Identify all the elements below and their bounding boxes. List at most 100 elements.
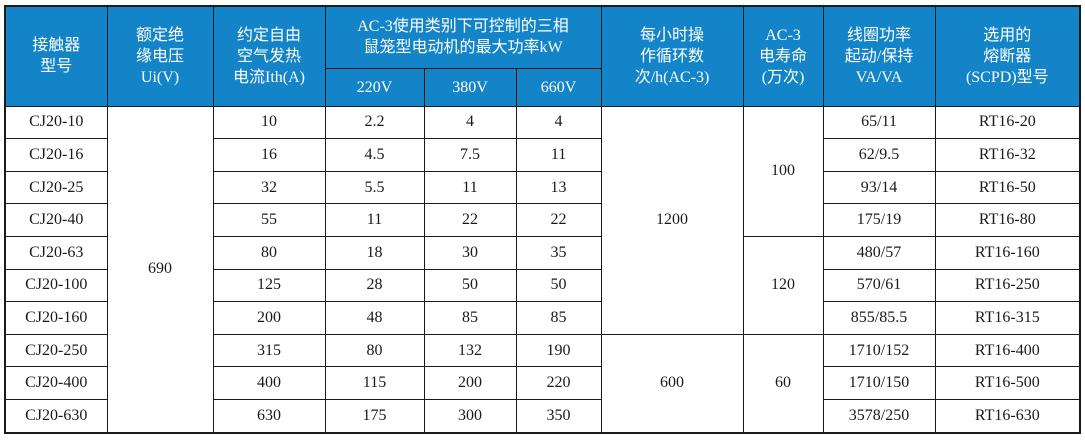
table-row: CJ20-25 32 5.5 11 13 93/14 RT16-50: [4, 170, 1081, 205]
cell-ith: 80: [212, 235, 326, 270]
cell-model: CJ20-25: [4, 170, 108, 205]
cell-fuse: RT16-80: [934, 203, 1081, 237]
header-cycles-per-hour: 每小时操 作循环数 次/h(AC-3): [600, 5, 744, 107]
cell-kw660: 50: [515, 268, 602, 303]
cell-fuse: RT16-50: [934, 170, 1081, 205]
cell-kw380: 22: [423, 203, 517, 237]
cell-kw660: 190: [515, 333, 602, 368]
cell-kw380: 11: [423, 170, 517, 205]
subheader-660v: 660V: [515, 67, 602, 107]
cell-fuse: RT16-630: [934, 398, 1081, 434]
cell-kw380: 30: [423, 235, 517, 270]
cell-coil: 480/57: [822, 235, 936, 270]
cell-kw660: 350: [515, 398, 602, 434]
cell-kw380: 50: [423, 268, 517, 303]
cell-model: CJ20-160: [4, 301, 108, 335]
cell-model: CJ20-250: [4, 333, 108, 368]
cell-coil: 175/19: [822, 203, 936, 237]
cell-kw220: 11: [324, 203, 425, 237]
cell-kw660: 85: [515, 301, 602, 335]
header-max-power-group: AC-3使用类别下可控制的三相 鼠笼型电动机的最大功率kW: [324, 5, 602, 69]
table-row: CJ20-630 630 175 300 350 3578/250 RT16-6…: [4, 398, 1081, 434]
cell-kw380: 200: [423, 366, 517, 400]
cell-kw380: 300: [423, 398, 517, 434]
cell-coil: 62/9.5: [822, 138, 936, 172]
cell-model: CJ20-400: [4, 366, 108, 400]
cell-kw660: 35: [515, 235, 602, 270]
cell-kw220: 175: [324, 398, 425, 434]
subheader-220v: 220V: [324, 67, 425, 107]
cell-coil: 570/61: [822, 268, 936, 303]
cell-kw380: 7.5: [423, 138, 517, 172]
cell-kw660: 4: [515, 105, 602, 140]
cell-ith: 630: [212, 398, 326, 434]
cell-coil: 1710/150: [822, 366, 936, 400]
contactor-spec-table: 接触器 型号 额定绝 缘电压 Ui(V) 约定自由 空气发热 电流Ith(A) …: [4, 5, 1082, 434]
header-coil-power: 线圈功率 起动/保持 VA/VA: [822, 5, 936, 107]
cell-kw660: 220: [515, 366, 602, 400]
cell-ith: 125: [212, 268, 326, 303]
cell-fuse: RT16-32: [934, 138, 1081, 172]
cell-kw660: 22: [515, 203, 602, 237]
table-row: CJ20-400 400 115 200 220 1710/150 RT16-5…: [4, 366, 1081, 400]
cell-model: CJ20-630: [4, 398, 108, 434]
cell-kw380: 132: [423, 333, 517, 368]
table-row: CJ20-100 125 28 50 50 570/61 RT16-250: [4, 268, 1081, 303]
cell-coil: 65/11: [822, 105, 936, 140]
cell-kw220: 4.5: [324, 138, 425, 172]
cell-kw220: 18: [324, 235, 425, 270]
cell-fuse: RT16-315: [934, 301, 1081, 335]
cell-fuse: RT16-20: [934, 105, 1081, 140]
header-model: 接触器 型号: [4, 5, 108, 107]
cell-ith: 200: [212, 301, 326, 335]
cell-kw380: 4: [423, 105, 517, 140]
cell-kw220: 2.2: [324, 105, 425, 140]
cell-model: CJ20-100: [4, 268, 108, 303]
table-row: CJ20-40 55 11 22 22 175/19 RT16-80: [4, 203, 1081, 237]
header-model-line2: 型号: [40, 58, 73, 76]
cell-ith: 32: [212, 170, 326, 205]
cell-cycles: 1200: [600, 105, 744, 335]
cell-kw660: 13: [515, 170, 602, 205]
table-row: CJ20-63 80 18 30 35 120 480/57 RT16-160: [4, 235, 1081, 335]
cell-fuse: RT16-250: [934, 268, 1081, 303]
header-thermal-current: 约定自由 空气发热 电流Ith(A): [212, 5, 326, 107]
cell-kw220: 5.5: [324, 170, 425, 205]
cell-coil: 93/14: [822, 170, 936, 205]
table-row: CJ20-250 315 80 132 190 600 60 1710/152 …: [4, 333, 1081, 434]
cell-ith: 315: [212, 333, 326, 368]
cell-life: 120: [742, 235, 824, 335]
cell-life: 100: [742, 105, 824, 237]
table-row: CJ20-10 690 10 2.2 4 4 1200 100 65/11 RT…: [4, 105, 1081, 434]
subheader-380v: 380V: [423, 67, 517, 107]
cell-kw220: 48: [324, 301, 425, 335]
cell-model: CJ20-16: [4, 138, 108, 172]
cell-life: 60: [742, 333, 824, 434]
cell-cycles: 600: [600, 333, 744, 434]
cell-model: CJ20-40: [4, 203, 108, 237]
cell-coil: 1710/152: [822, 333, 936, 368]
cell-fuse: RT16-500: [934, 366, 1081, 400]
cell-ith: 16: [212, 138, 326, 172]
cell-ith: 10: [212, 105, 326, 140]
header-fuse-model: 选用的 熔断器 (SCPD)型号: [934, 5, 1081, 107]
cell-ith: 55: [212, 203, 326, 237]
cell-coil: 855/85.5: [822, 301, 936, 335]
cell-model: CJ20-10: [4, 105, 108, 140]
cell-kw660: 11: [515, 138, 602, 172]
cell-kw380: 85: [423, 301, 517, 335]
header-electrical-life: AC-3 电寿命 (万次): [742, 5, 824, 107]
header-insulation-voltage: 额定绝 缘电压 Ui(V): [106, 5, 214, 107]
cell-fuse: RT16-400: [934, 333, 1081, 368]
cell-kw220: 28: [324, 268, 425, 303]
cell-fuse: RT16-160: [934, 235, 1081, 270]
cell-kw220: 115: [324, 366, 425, 400]
table-row: CJ20-16 16 4.5 7.5 11 62/9.5 RT16-32: [4, 138, 1081, 172]
header-model-line1: 接触器: [32, 37, 81, 55]
cell-kw220: 80: [324, 333, 425, 368]
cell-insulation-voltage: 690: [106, 105, 214, 434]
cell-ith: 400: [212, 366, 326, 400]
cell-coil: 3578/250: [822, 398, 936, 434]
cell-model: CJ20-63: [4, 235, 108, 270]
